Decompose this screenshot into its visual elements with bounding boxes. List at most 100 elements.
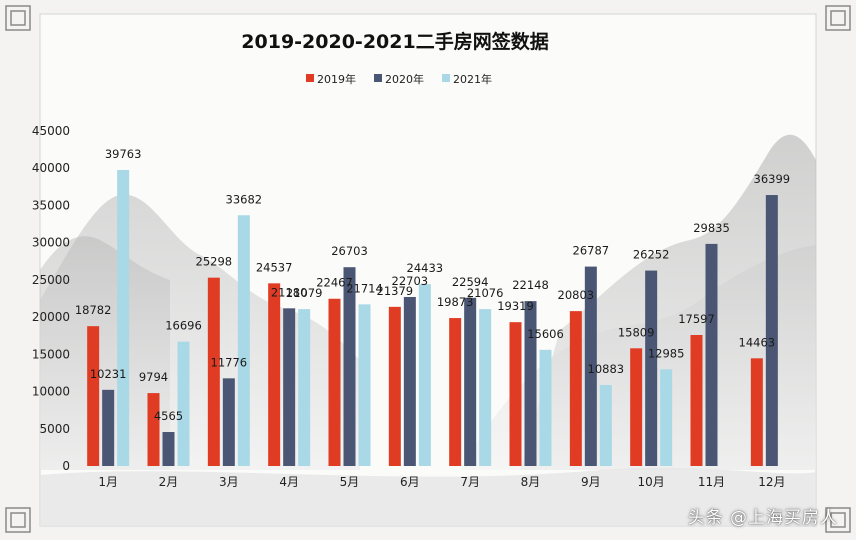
data-label-0-0: 18782 (75, 303, 112, 317)
data-label-1-0: 10231 (90, 367, 127, 381)
bar-1-3 (283, 308, 296, 466)
y-tick-label: 45000 (32, 124, 70, 138)
bar-0-2 (207, 277, 220, 466)
corner-ornament-bottom-right-icon (825, 507, 851, 533)
y-tick-label: 0 (62, 459, 70, 473)
bar-2-9 (660, 369, 673, 466)
mist-band-icon (40, 467, 816, 526)
data-label-0-7: 19319 (497, 299, 534, 313)
data-label-1-9: 26252 (633, 248, 670, 262)
bar-0-5 (388, 306, 401, 466)
y-tick-label: 15000 (32, 347, 70, 361)
data-label-1-7: 22148 (512, 278, 549, 292)
data-label-1-1: 4565 (154, 409, 183, 423)
data-label-0-10: 17597 (678, 312, 715, 326)
data-label-2-9: 12985 (648, 346, 685, 360)
y-tick-label: 40000 (32, 161, 70, 175)
x-tick-label: 12月 (758, 475, 785, 489)
bar-2-2 (237, 215, 250, 466)
legend-swatch-2 (442, 74, 450, 82)
bar-2-3 (298, 309, 311, 466)
data-label-1-5: 22703 (392, 274, 429, 288)
watermark-text: 头条 @上海买房人 (687, 508, 838, 528)
bar-1-6 (464, 297, 477, 466)
bar-0-4 (328, 298, 341, 466)
data-label-2-2: 33682 (226, 192, 263, 206)
data-label-2-5: 24433 (407, 261, 444, 275)
bars-group (87, 169, 778, 466)
data-label-2-7: 15606 (527, 327, 564, 341)
data-label-0-9: 15809 (618, 325, 655, 339)
y-tick-label: 30000 (32, 236, 70, 250)
data-label-1-10: 29835 (693, 221, 730, 235)
x-tick-label: 7月 (460, 475, 480, 489)
legend-label-2: 2021年 (453, 72, 492, 86)
y-tick-label: 20000 (32, 310, 70, 324)
bar-2-6 (479, 309, 492, 466)
data-label-1-8: 26787 (573, 244, 610, 258)
bar-1-8 (584, 266, 597, 466)
bar-0-9 (630, 348, 643, 466)
data-label-1-6: 22594 (452, 275, 489, 289)
chart-title: 2019-2020-2021二手房网签数据 (241, 30, 548, 53)
data-label-1-4: 26703 (331, 244, 368, 258)
bar-1-7 (524, 301, 537, 466)
corner-ornament-top-left-icon (5, 5, 31, 31)
bar-0-0 (87, 326, 100, 466)
data-label-2-0: 39763 (105, 147, 142, 161)
bar-1-11 (765, 195, 778, 466)
x-tick-label: 11月 (698, 475, 725, 489)
bar-1-10 (705, 243, 718, 466)
data-label-0-3: 24537 (256, 260, 293, 274)
bar-0-7 (509, 322, 522, 466)
bar-0-1 (147, 393, 160, 466)
legend-swatch-1 (374, 74, 382, 82)
bar-0-11 (750, 358, 763, 466)
bar-1-4 (343, 267, 356, 466)
data-label-1-2: 11776 (211, 355, 248, 369)
x-tick-label: 2月 (159, 475, 179, 489)
data-label-1-3: 21180 (271, 285, 308, 299)
data-label-0-8: 20803 (558, 288, 595, 302)
legend-label-0: 2019年 (317, 72, 356, 86)
mountain-left-far-icon (40, 236, 170, 470)
bar-1-2 (222, 378, 235, 466)
data-label-2-3: 21079 (286, 286, 323, 300)
legend-swatch-0 (306, 74, 314, 82)
bar-2-5 (418, 284, 431, 466)
bar-0-10 (690, 335, 703, 466)
y-tick-label: 10000 (32, 385, 70, 399)
bar-2-0 (117, 169, 130, 466)
x-tick-label: 5月 (340, 475, 360, 489)
bar-2-1 (177, 341, 190, 466)
bar-2-4 (358, 304, 371, 466)
bar-1-5 (403, 296, 416, 466)
x-tick-label: 8月 (521, 475, 541, 489)
data-label-0-1: 9794 (139, 370, 168, 384)
y-tick-label: 5000 (39, 422, 70, 436)
data-label-0-4: 22467 (316, 276, 353, 290)
y-tick-label: 25000 (32, 273, 70, 287)
chart-legend: 2019年 2020年 2021年 (306, 72, 492, 86)
bar-1-9 (645, 270, 658, 466)
x-tick-label: 9月 (581, 475, 601, 489)
data-label-2-6: 21076 (467, 286, 504, 300)
x-tick-label: 3月 (219, 475, 239, 489)
data-label-2-1: 16696 (165, 319, 202, 333)
bar-1-0 (102, 389, 115, 466)
bar-0-6 (449, 318, 462, 466)
data-label-0-11: 14463 (739, 335, 776, 349)
corner-ornament-top-right-icon (825, 5, 851, 31)
data-label-2-4: 21714 (346, 281, 383, 295)
bar-0-8 (569, 311, 582, 466)
x-tick-label: 4月 (279, 475, 299, 489)
x-axis: 1月 2月 3月 4月 5月 6月 7月 8月 9月 10月 11月 12月 (98, 475, 785, 489)
bar-2-8 (599, 384, 612, 466)
data-label-0-2: 25298 (196, 255, 233, 269)
data-label-1-11: 36399 (754, 172, 791, 186)
x-tick-label: 10月 (638, 475, 665, 489)
data-label-0-6: 19873 (437, 295, 474, 309)
bar-1-1 (162, 432, 175, 466)
